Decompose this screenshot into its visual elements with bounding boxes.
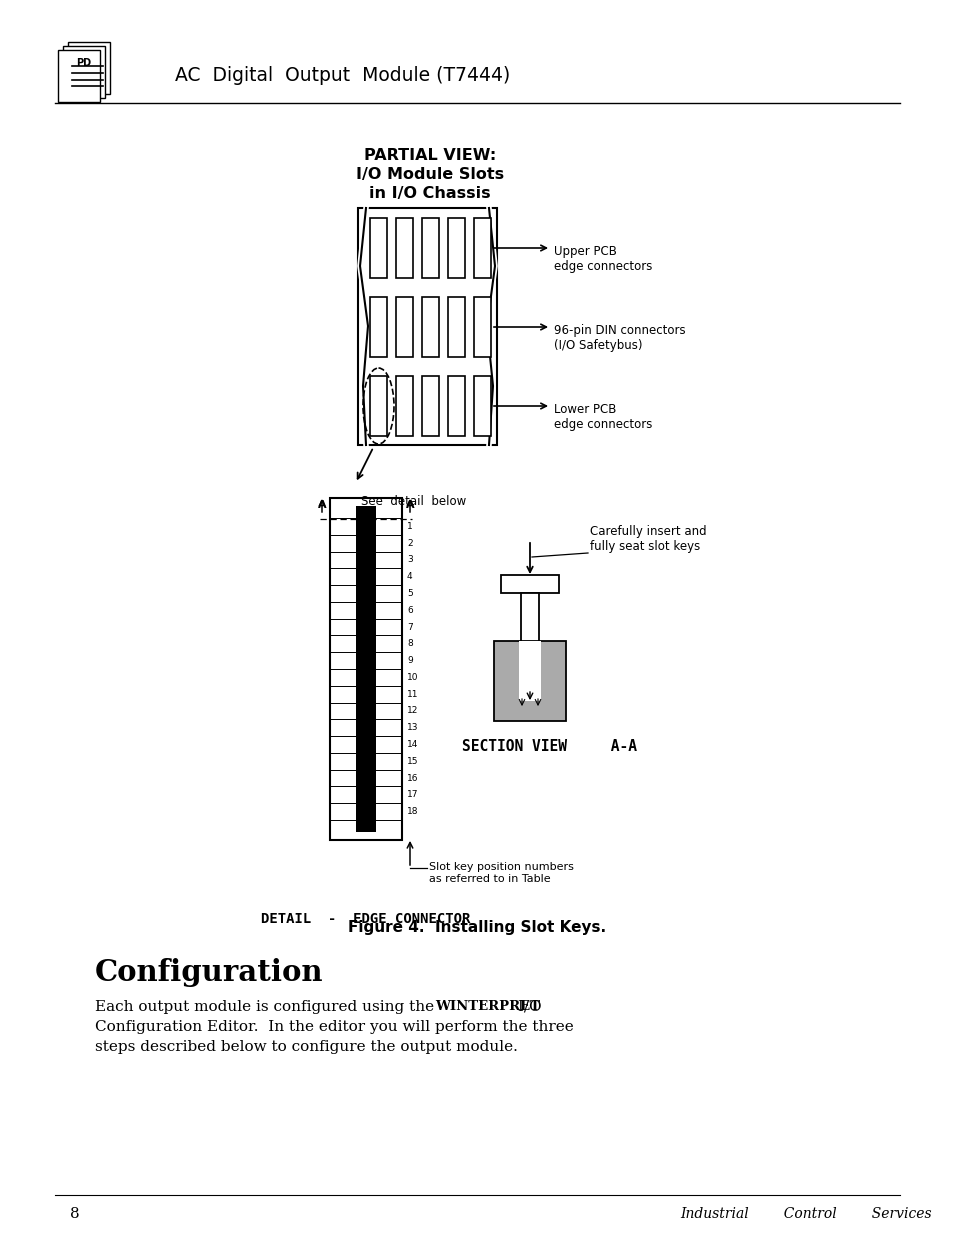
Text: Slot key position numbers
as referred to in Table: Slot key position numbers as referred to… [429, 862, 574, 883]
Text: 17: 17 [407, 790, 418, 799]
Bar [520, 593, 538, 641]
Text: Industrial        Control        Services: Industrial Control Services [679, 1207, 931, 1221]
Bar [474, 219, 491, 278]
Text: Upper PCB
edge connectors: Upper PCB edge connectors [554, 245, 652, 273]
Text: WINTERPRET: WINTERPRET [435, 1000, 539, 1013]
Text: 13: 13 [407, 724, 418, 732]
Text: SECTION VIEW     A-A: SECTION VIEW A-A [462, 739, 637, 755]
Text: 96-pin DIN connectors
(I/O Safetybus): 96-pin DIN connectors (I/O Safetybus) [554, 324, 685, 352]
Text: 6: 6 [407, 606, 413, 615]
Text: 15: 15 [407, 757, 418, 766]
Text: Configuration: Configuration [95, 958, 323, 987]
Text: 3: 3 [407, 556, 413, 564]
Text: 5: 5 [407, 589, 413, 598]
Text: 8: 8 [407, 640, 413, 648]
Bar [448, 375, 464, 436]
Text: See  detail  below: See detail below [361, 495, 466, 508]
Text: 9: 9 [407, 656, 413, 666]
Bar [421, 296, 438, 357]
Text: in I/O Chassis: in I/O Chassis [369, 186, 490, 201]
Text: A: A [317, 500, 326, 510]
Bar [494, 641, 565, 721]
Bar [421, 219, 438, 278]
Bar [395, 296, 413, 357]
Text: 7: 7 [407, 622, 413, 631]
Bar [395, 219, 413, 278]
Text: 16: 16 [407, 773, 418, 783]
Text: steps described below to configure the output module.: steps described below to configure the o… [95, 1040, 517, 1053]
Text: DETAIL  -  EDGE CONNECTOR: DETAIL - EDGE CONNECTOR [261, 911, 470, 926]
Text: I/O: I/O [513, 1000, 541, 1014]
Bar [355, 506, 375, 832]
Text: AC  Digital  Output  Module (T7444): AC Digital Output Module (T7444) [174, 65, 510, 84]
Bar [370, 296, 387, 357]
Bar [68, 42, 110, 94]
Bar [357, 207, 497, 445]
Bar [474, 296, 491, 357]
Bar [500, 576, 558, 593]
Text: 14: 14 [407, 740, 418, 748]
Bar [518, 641, 540, 701]
Text: Lower PCB
edge connectors: Lower PCB edge connectors [554, 403, 652, 431]
Bar [370, 375, 387, 436]
Text: PD: PD [76, 58, 91, 68]
Text: PARTIAL VIEW:: PARTIAL VIEW: [363, 148, 496, 163]
Bar [58, 49, 100, 103]
Text: I/O Module Slots: I/O Module Slots [355, 167, 503, 182]
Bar [448, 296, 464, 357]
Bar [421, 375, 438, 436]
Text: 4: 4 [407, 572, 413, 582]
Text: Configuration Editor.  In the editor you will perform the three: Configuration Editor. In the editor you … [95, 1020, 573, 1034]
Bar [474, 375, 491, 436]
Text: 12: 12 [407, 706, 418, 715]
Text: 8: 8 [70, 1207, 79, 1221]
Text: 18: 18 [407, 808, 418, 816]
Bar [330, 498, 401, 840]
Text: Carefully insert and
fully seat slot keys: Carefully insert and fully seat slot key… [589, 525, 706, 553]
Text: A: A [405, 500, 414, 510]
Text: 2: 2 [407, 538, 413, 547]
Text: 10: 10 [407, 673, 418, 682]
Text: Figure 4.  Installing Slot Keys.: Figure 4. Installing Slot Keys. [348, 920, 605, 935]
Bar [448, 219, 464, 278]
Bar [395, 375, 413, 436]
Bar [370, 219, 387, 278]
Bar [63, 46, 105, 98]
Text: Each output module is configured using the: Each output module is configured using t… [95, 1000, 438, 1014]
Text: 11: 11 [407, 689, 418, 699]
Text: 1: 1 [407, 522, 413, 531]
